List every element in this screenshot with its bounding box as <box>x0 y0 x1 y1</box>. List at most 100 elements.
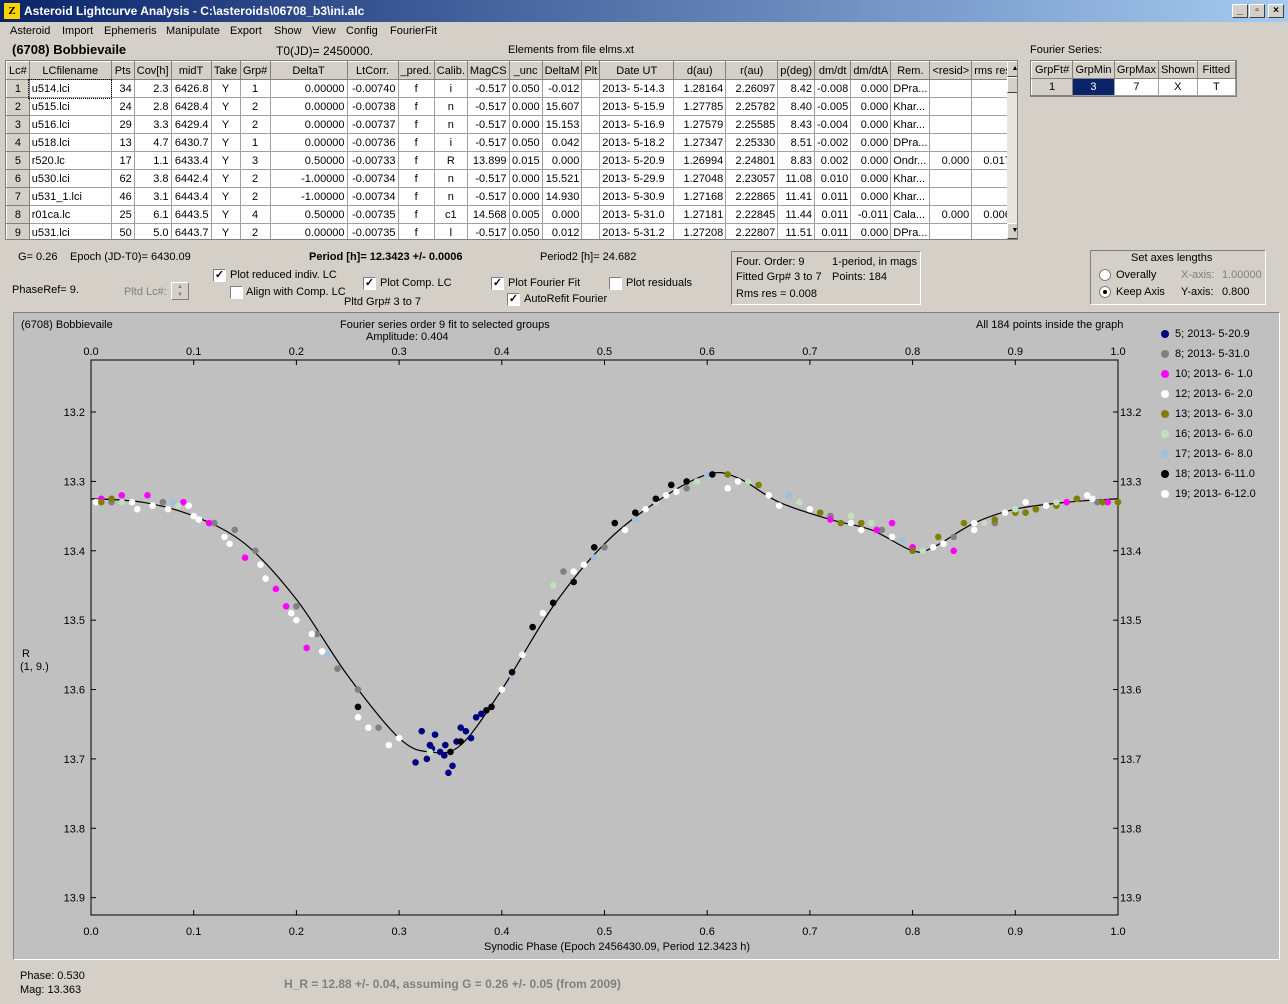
column-header[interactable]: midT <box>170 61 212 80</box>
table-cell[interactable]: 0.000 <box>542 151 583 170</box>
table-cell[interactable] <box>929 169 973 188</box>
table-cell[interactable]: 0.00000 <box>270 115 348 134</box>
table-cell[interactable] <box>581 133 601 152</box>
table-cell[interactable]: f <box>398 151 435 170</box>
table-cell[interactable]: 1.27347 <box>673 133 727 152</box>
table-cell[interactable]: 0.017 <box>971 151 1014 170</box>
table-cell[interactable]: 8.83 <box>777 151 816 170</box>
table-row[interactable]: 7 u531_1.lci 46 3.1 6443.4 Y 2 -1.00000 -0.00734… <box>6 187 1014 206</box>
table-cell[interactable]: 13 <box>111 133 135 152</box>
table-cell[interactable] <box>929 97 973 116</box>
table-cell[interactable]: 0.011 <box>814 187 852 206</box>
table-cell[interactable]: 0.000 <box>850 223 892 239</box>
table-row[interactable]: 8 r01ca.lc 25 6.1 6443.5 Y 4 0.50000 -0.00735 f c1… <box>6 205 1014 224</box>
table-cell[interactable]: f <box>398 187 435 206</box>
column-header[interactable]: _pred. <box>397 61 435 80</box>
table-cell[interactable]: 0.050 <box>509 79 543 98</box>
table-cell[interactable]: 2.3 <box>134 79 172 98</box>
column-header[interactable]: Calib. <box>433 61 468 80</box>
table-cell[interactable]: 14.930 <box>542 187 583 206</box>
table-cell[interactable]: 2 <box>240 97 271 116</box>
table-cell[interactable]: DPra... <box>890 79 931 98</box>
table-cell[interactable]: 3.8 <box>134 169 172 188</box>
table-cell[interactable]: 13.899 <box>467 151 510 170</box>
table-cell[interactable]: f <box>398 205 435 224</box>
table-cell[interactable]: -1.00000 <box>270 187 348 206</box>
table-cell[interactable]: 0.042 <box>542 133 583 152</box>
table-cell[interactable]: 6442.4 <box>171 169 212 188</box>
table-cell[interactable]: Ondr... <box>890 151 931 170</box>
table-cell[interactable]: 2013- 5-31.0 <box>599 205 675 224</box>
table-cell[interactable]: 15.153 <box>542 115 583 134</box>
table-cell[interactable]: -0.517 <box>467 97 510 116</box>
table-cell[interactable]: 2.23057 <box>725 169 779 188</box>
table-cell[interactable]: 1 <box>240 79 271 98</box>
column-header[interactable]: Grp# <box>239 61 271 80</box>
table-cell[interactable]: -0.517 <box>467 133 510 152</box>
column-header[interactable]: Rem. <box>890 61 931 80</box>
table-cell[interactable]: 11.41 <box>777 187 816 206</box>
table-cell[interactable]: 2.25585 <box>725 115 779 134</box>
scroll-up-button[interactable]: ▲ <box>1007 61 1017 77</box>
table-cell[interactable]: -0.00740 <box>347 79 399 98</box>
table-cell[interactable]: -0.011 <box>850 205 892 224</box>
table-cell[interactable] <box>929 133 973 152</box>
table-cell[interactable]: 0.010 <box>814 169 852 188</box>
table-cell[interactable]: 3.3 <box>134 115 172 134</box>
plot-fourier-checkbox[interactable]: ✓ <box>491 277 504 290</box>
plot-residuals-checkbox[interactable] <box>609 277 622 290</box>
table-cell[interactable]: 6443.4 <box>171 187 212 206</box>
table-cell[interactable]: -0.00735 <box>347 205 399 224</box>
x-axis-value[interactable]: 1.00000 <box>1222 269 1262 281</box>
table-cell[interactable]: f <box>398 133 435 152</box>
row-number[interactable]: 1 <box>6 79 30 98</box>
table-cell[interactable]: 46 <box>111 187 135 206</box>
table-cell[interactable]: u518.lci <box>29 133 112 152</box>
table-cell[interactable]: Khar... <box>890 115 931 134</box>
table-cell[interactable]: 62 <box>111 169 135 188</box>
table-cell[interactable]: -0.00734 <box>347 187 399 206</box>
table-cell[interactable] <box>581 97 601 116</box>
table-cell[interactable]: DPra... <box>890 133 931 152</box>
table-cell[interactable]: Y <box>211 205 241 224</box>
table-cell[interactable] <box>581 169 601 188</box>
table-cell[interactable]: 2.22807 <box>725 223 779 239</box>
table-cell[interactable]: 0.50000 <box>270 205 348 224</box>
table-cell[interactable]: n <box>434 115 468 134</box>
table-cell[interactable]: Khar... <box>890 97 931 116</box>
table-cell[interactable]: Y <box>211 223 241 239</box>
table-cell[interactable]: 0.050 <box>509 133 543 152</box>
table-cell[interactable]: 2013- 5-16.9 <box>599 115 675 134</box>
column-header[interactable]: DeltaM <box>541 61 583 80</box>
table-cell[interactable]: -0.00737 <box>347 115 399 134</box>
row-number[interactable]: 6 <box>6 169 30 188</box>
table-cell[interactable]: 6443.5 <box>171 205 212 224</box>
table-cell[interactable]: -0.517 <box>467 115 510 134</box>
fourier-cell-fitted[interactable]: T <box>1196 78 1237 96</box>
minimize-button[interactable]: _ <box>1232 4 1248 18</box>
column-header[interactable]: Cov[h] <box>133 61 172 80</box>
table-cell[interactable]: -0.517 <box>467 79 510 98</box>
fourier-cell-grpmin[interactable]: 3 <box>1072 78 1115 96</box>
table-row[interactable]: 6 u530.lci 62 3.8 6442.4 Y 2 -1.00000 -0.00734 f n… <box>6 169 1014 188</box>
column-header[interactable]: d(au) <box>673 61 727 80</box>
table-cell[interactable]: 2013- 5-30.9 <box>599 187 675 206</box>
table-scrollbar[interactable]: ▲ ▼ <box>1007 61 1017 239</box>
table-cell[interactable]: 0.50000 <box>270 151 348 170</box>
table-cell[interactable]: 2.25782 <box>725 97 779 116</box>
table-cell[interactable] <box>581 115 601 134</box>
table-cell[interactable]: i <box>434 79 468 98</box>
keep-axis-radio[interactable] <box>1099 286 1111 298</box>
column-header[interactable]: Date UT <box>599 61 675 80</box>
table-row[interactable]: 3 u516.lci 29 3.3 6429.4 Y 2 0.00000 -0.00737 f n -… <box>6 115 1014 134</box>
table-cell[interactable]: 29 <box>111 115 135 134</box>
table-cell[interactable]: Y <box>211 151 241 170</box>
menu-fourierfit[interactable]: FourierFit <box>390 25 438 37</box>
fourier-cell-shown[interactable]: X <box>1157 78 1198 96</box>
column-header[interactable]: p(deg) <box>777 61 816 80</box>
table-cell[interactable]: R <box>434 151 468 170</box>
table-cell[interactable]: 2013- 5-20.9 <box>599 151 675 170</box>
table-cell[interactable]: 1.27785 <box>673 97 727 116</box>
pltd-lc-spinner[interactable]: ▲ ▼ <box>171 282 189 300</box>
plot-comp-checkbox[interactable]: ✓ <box>363 277 376 290</box>
